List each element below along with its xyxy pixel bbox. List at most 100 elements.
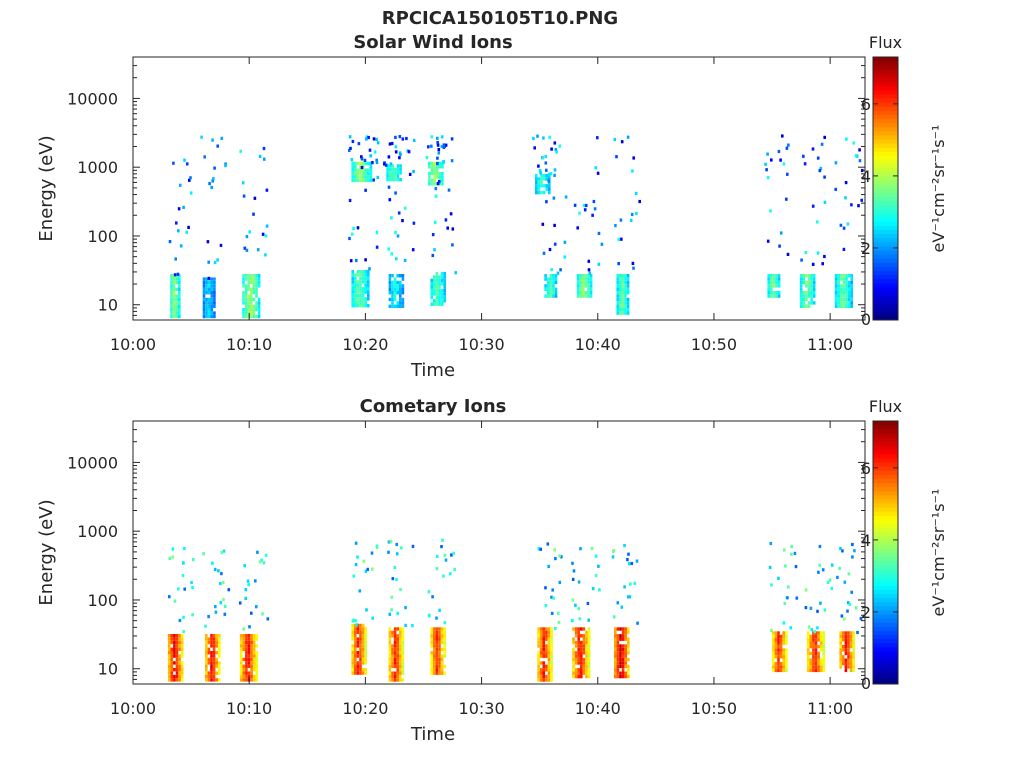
flux-cell <box>805 297 808 302</box>
flux-cell <box>853 549 856 553</box>
flux-cell <box>191 613 194 617</box>
colorbar-segment <box>873 315 898 321</box>
flux-cell <box>438 640 441 645</box>
flux-cell <box>616 627 620 631</box>
flux-cell <box>388 671 392 675</box>
flux-cell <box>435 640 439 645</box>
flux-cell <box>627 640 630 645</box>
flux-cell <box>257 297 261 302</box>
flux-cell <box>351 168 354 172</box>
flux-cell <box>847 274 851 278</box>
flux-cell <box>252 314 256 319</box>
flux-cell <box>351 280 354 284</box>
flux-cell <box>205 651 208 655</box>
flux-cell <box>806 638 810 642</box>
flux-cell <box>388 640 392 645</box>
flux-cell <box>812 631 815 635</box>
flux-cell <box>548 177 551 181</box>
flux-cell <box>627 595 630 599</box>
flux-cell <box>834 297 838 302</box>
flux-cell <box>257 311 261 315</box>
flux-cell <box>847 644 850 649</box>
flux-cell <box>587 284 590 288</box>
flux-cell <box>537 657 540 662</box>
flux-cell <box>842 301 846 305</box>
flux-cell <box>227 588 231 592</box>
flux-cell <box>250 294 253 298</box>
flux-cell <box>852 665 855 669</box>
flux-cell <box>359 664 362 668</box>
flux-cell <box>817 661 820 666</box>
flux-cell <box>384 163 388 167</box>
flux-cell <box>204 624 207 628</box>
flux-cell <box>777 638 780 642</box>
flux-cell <box>552 287 555 291</box>
flux-cell <box>779 231 783 235</box>
flux-cell <box>393 277 397 281</box>
flux-cell <box>812 284 816 288</box>
flux-cell <box>845 294 848 298</box>
flux-cell <box>628 595 632 599</box>
flux-cell <box>840 284 843 288</box>
flux-cell <box>170 651 174 655</box>
flux-cell <box>600 242 604 246</box>
flux-cell <box>537 664 540 669</box>
flux-cell <box>844 648 848 652</box>
flux-cell <box>541 222 545 226</box>
colorbar-segment <box>873 626 898 631</box>
flux-cell <box>772 274 776 278</box>
flux-cell <box>451 243 454 247</box>
flux-cell <box>351 304 354 308</box>
flux-cell <box>250 297 253 302</box>
flux-cell <box>545 674 548 679</box>
flux-cell <box>582 671 586 675</box>
colorbar-segment <box>873 515 898 521</box>
flux-cell <box>178 287 181 291</box>
flux-cell <box>438 282 441 286</box>
colorbar-segment <box>873 241 898 247</box>
flux-cell <box>545 651 548 655</box>
flux-cell <box>361 270 365 274</box>
flux-cell <box>436 136 439 140</box>
flux-cell <box>542 674 546 679</box>
flux-cell <box>624 291 627 295</box>
flux-cell <box>207 671 211 675</box>
flux-cell <box>585 674 588 679</box>
flux-cell <box>433 275 436 279</box>
flux-cell <box>624 301 627 305</box>
flux-cell <box>806 644 810 649</box>
flux-cell <box>552 291 555 295</box>
flux-cell <box>435 616 438 620</box>
flux-cell <box>852 638 855 642</box>
flux-cell <box>388 668 392 672</box>
flux-cell <box>582 640 586 645</box>
flux-cell <box>247 301 250 305</box>
flux-cell <box>401 661 405 665</box>
flux-cell <box>852 641 855 645</box>
flux-cell <box>391 280 394 285</box>
flux-cell <box>172 304 176 308</box>
flux-cell <box>175 661 179 665</box>
flux-cell <box>170 668 174 672</box>
flux-cell <box>356 664 360 668</box>
flux-cell <box>247 274 250 278</box>
flux-cell <box>208 182 211 186</box>
flux-cell <box>576 280 580 285</box>
flux-cell <box>806 665 810 669</box>
flux-cell <box>554 626 557 631</box>
flux-cell <box>170 661 174 665</box>
flux-cell <box>433 182 436 186</box>
flux-cell <box>612 615 616 619</box>
flux-cell <box>375 160 379 165</box>
flux-cell <box>540 173 543 178</box>
colorbar-segment <box>873 605 898 611</box>
flux-cell <box>443 640 446 645</box>
flux-cell <box>805 280 808 285</box>
colorbar-segment <box>873 110 898 115</box>
flux-cell <box>376 175 380 179</box>
flux-cell <box>588 271 592 275</box>
flux-cell <box>404 623 407 627</box>
flux-cell <box>393 294 397 298</box>
flux-cell <box>359 168 362 172</box>
flux-cell <box>245 664 248 668</box>
